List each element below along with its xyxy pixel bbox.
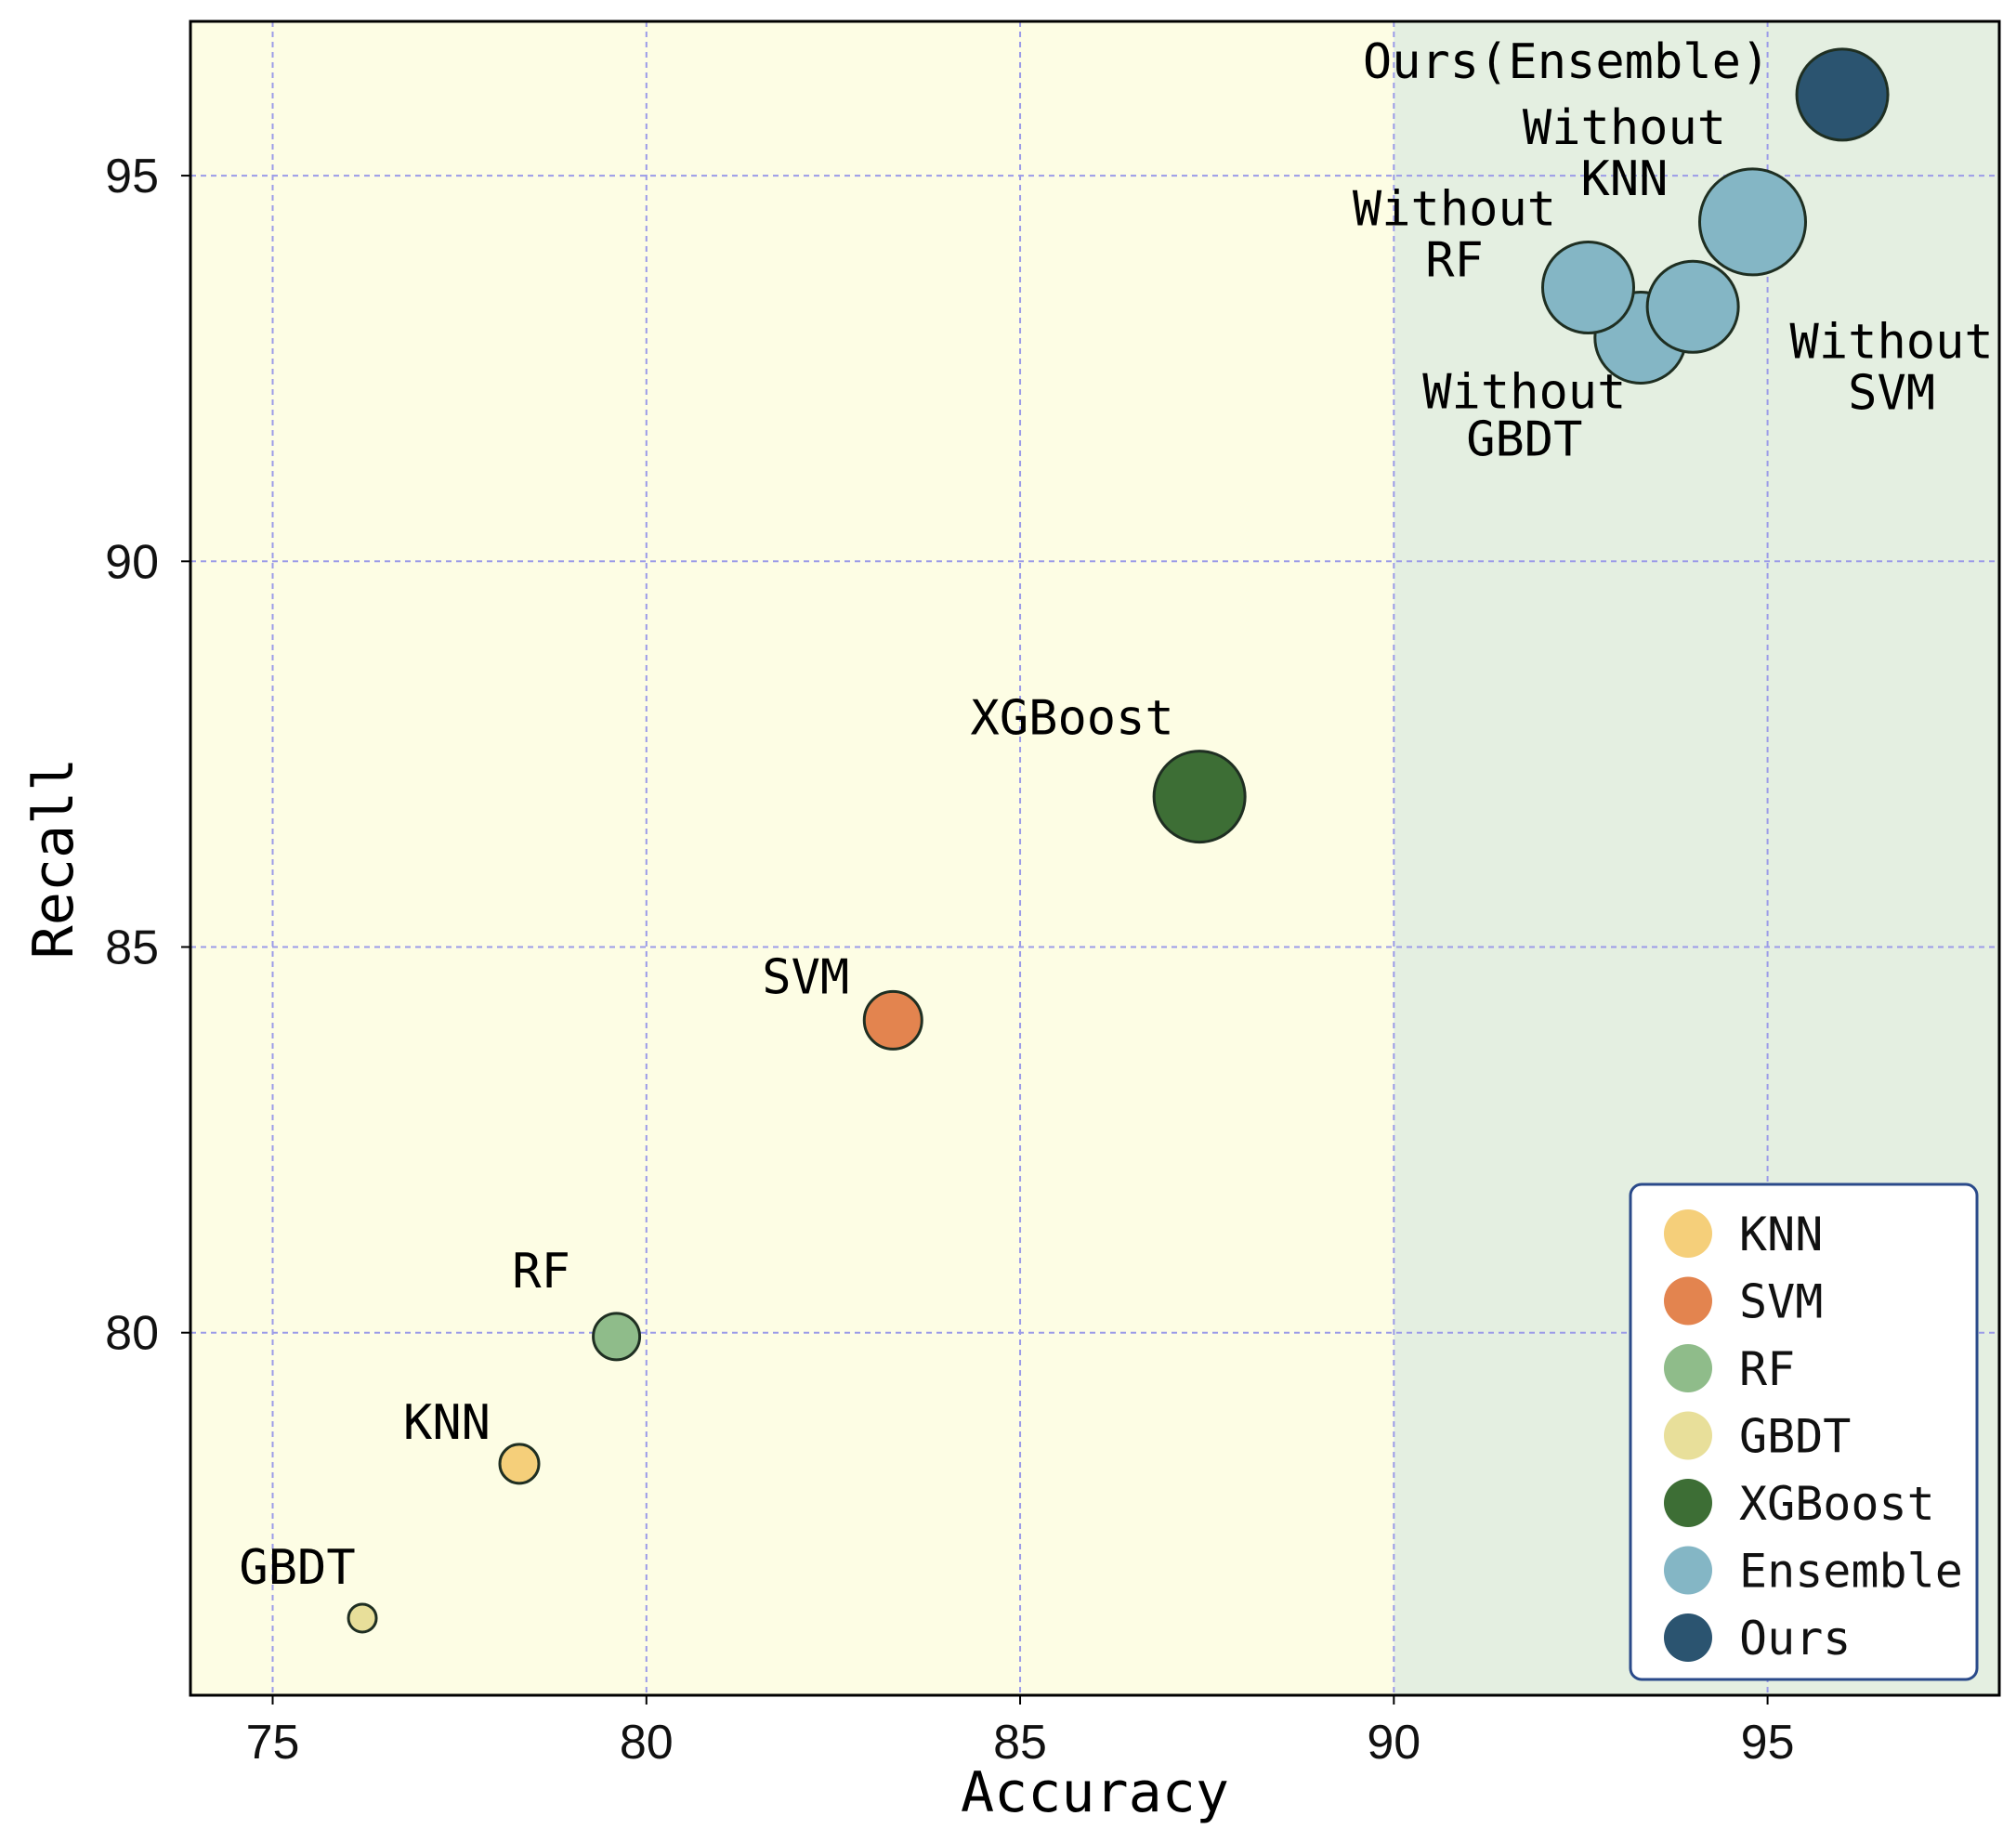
point-label-svm: SVM xyxy=(762,949,849,1005)
legend-label-svm: SVM xyxy=(1739,1275,1823,1329)
legend-swatch-rf xyxy=(1664,1344,1712,1392)
legend-swatch-ensemble xyxy=(1664,1546,1712,1595)
y-tick-label: 95 xyxy=(105,150,159,203)
legend: KNN SVM RF GBDT XGBoost Ensemble Ours xyxy=(1629,1182,1979,1681)
point-label-xgboost: XGBoost xyxy=(971,691,1174,747)
x-axis-ticks: 75 80 85 90 95 xyxy=(246,1695,1795,1770)
point-label-without-svm: Without SVM xyxy=(1790,314,1994,421)
x-tick-label: 80 xyxy=(620,1716,674,1770)
point-labels: GBDT KNN RF SVM XGBoost Without GBDT Without SVM… xyxy=(239,34,1993,1596)
x-tick-label: 90 xyxy=(1367,1716,1420,1770)
legend-label-xgboost: XGBoost xyxy=(1739,1477,1935,1531)
point-label-gbdt: GBDT xyxy=(239,1540,355,1596)
legend-swatch-knn xyxy=(1664,1209,1712,1258)
x-tick-label: 95 xyxy=(1741,1716,1795,1770)
legend-swatch-gbdt xyxy=(1664,1411,1712,1460)
point-xgboost xyxy=(1152,750,1247,844)
y-tick-label: 80 xyxy=(105,1307,159,1361)
y-axis-ticks: 80 85 90 95 xyxy=(105,150,190,1361)
y-tick-label: 85 xyxy=(105,921,159,974)
point-label-ours-ensemble-: Ours(Ensemble) xyxy=(1363,34,1770,90)
point-svm xyxy=(862,989,923,1051)
shaded-regions xyxy=(190,21,1999,1695)
point-knn xyxy=(498,1443,541,1485)
shaded-region-0 xyxy=(190,21,1394,1695)
point-without-knn xyxy=(1698,167,1807,277)
point-label-rf: RF xyxy=(512,1244,570,1300)
point-label-without-knn: Without KNN xyxy=(1523,100,1726,207)
point-without-svm xyxy=(1645,259,1740,354)
legend-swatch-ours xyxy=(1664,1613,1712,1662)
legend-box xyxy=(1629,1182,1979,1681)
x-tick-label: 75 xyxy=(246,1716,300,1770)
point-ours-ensemble- xyxy=(1795,47,1890,142)
legend-label-ours: Ours xyxy=(1739,1612,1851,1666)
data-points xyxy=(347,47,1890,1634)
point-label-without-gbdt: Without GBDT xyxy=(1422,364,1626,467)
plot-frame xyxy=(189,20,2001,1697)
point-gbdt xyxy=(347,1602,378,1634)
legend-swatch-svm xyxy=(1664,1276,1712,1326)
x-axis-title: Accuracy xyxy=(961,1760,1229,1825)
legend-label-gbdt: GBDT xyxy=(1739,1410,1851,1464)
point-label-without-rf: Without RF xyxy=(1353,181,1556,288)
y-axis-title: Recall xyxy=(21,758,86,960)
x-tick-label: 85 xyxy=(993,1716,1047,1770)
legend-label-knn: KNN xyxy=(1739,1208,1823,1261)
legend-label-ensemble: Ensemble xyxy=(1739,1545,1963,1599)
y-tick-label: 90 xyxy=(105,535,159,589)
point-label-knn: KNN xyxy=(403,1395,491,1451)
point-without-rf xyxy=(1541,240,1635,334)
legend-swatch-xgboost xyxy=(1664,1479,1712,1527)
legend-label-rf: RF xyxy=(1739,1342,1795,1396)
point-rf xyxy=(592,1312,642,1362)
